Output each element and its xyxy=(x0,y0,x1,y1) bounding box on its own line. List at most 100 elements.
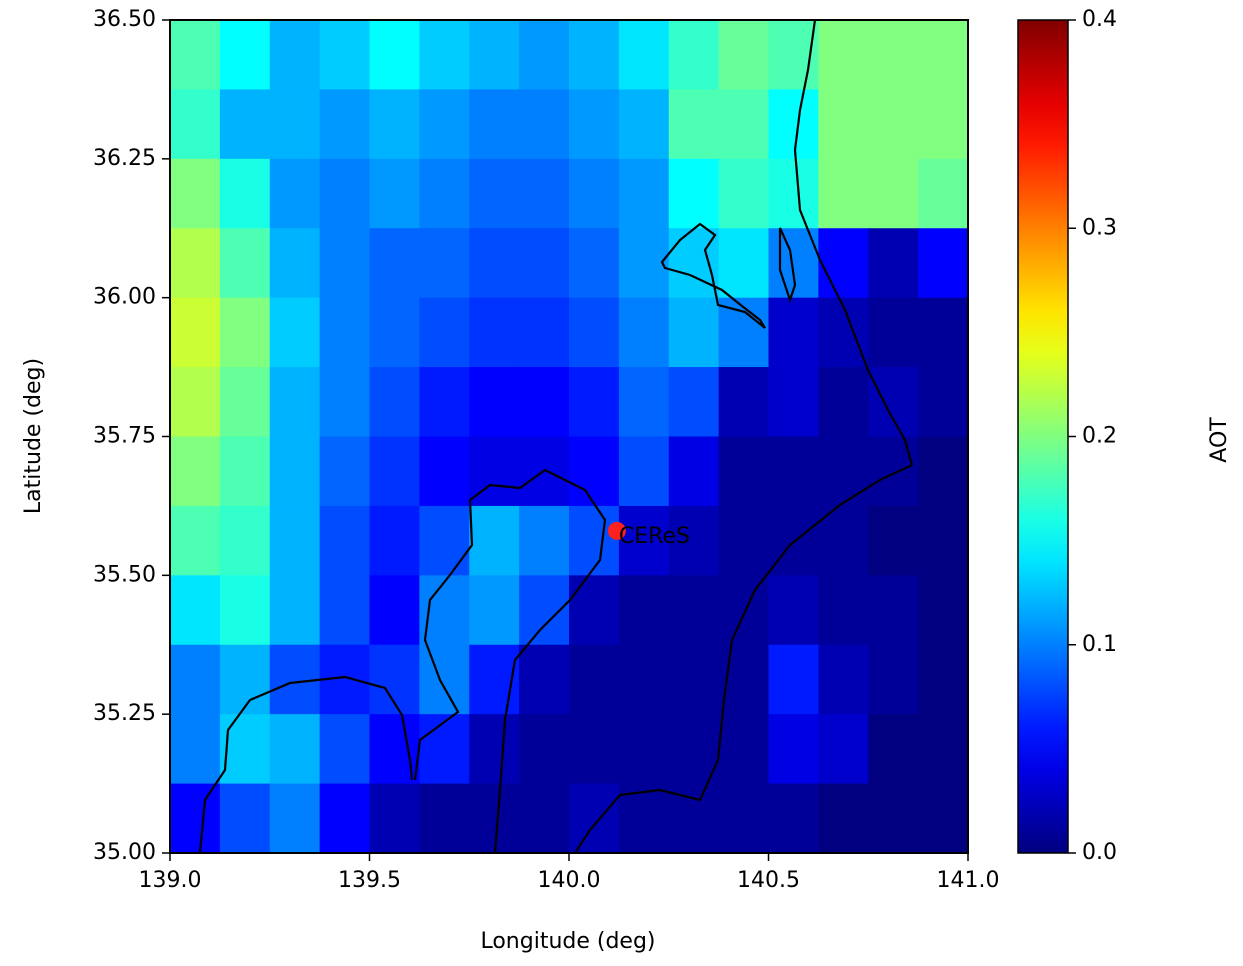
cell xyxy=(219,158,271,229)
cell xyxy=(918,367,969,437)
cell xyxy=(519,367,570,437)
y-tick-label: 35.75 xyxy=(93,424,156,449)
cell xyxy=(319,367,370,437)
x-tick-label: 140.0 xyxy=(538,868,601,893)
cell xyxy=(170,575,221,646)
coastlines xyxy=(198,19,914,854)
cell xyxy=(668,575,720,646)
cell xyxy=(818,158,869,229)
y-axis-label: Latitude (deg) xyxy=(21,358,46,514)
cell xyxy=(868,644,919,715)
cell xyxy=(269,158,321,229)
colorbar-tick-label: 0.1 xyxy=(1082,632,1117,657)
cell xyxy=(918,714,969,785)
cell xyxy=(618,644,670,715)
cell xyxy=(319,575,370,646)
cell xyxy=(569,505,620,576)
cell xyxy=(718,297,769,368)
cell xyxy=(219,436,271,507)
cell xyxy=(569,228,620,299)
cell xyxy=(319,783,370,854)
cell xyxy=(319,89,370,160)
cell xyxy=(718,158,769,229)
cell xyxy=(918,783,969,854)
x-tick-label: 139.5 xyxy=(338,868,401,893)
cell xyxy=(569,575,620,646)
cell xyxy=(918,297,969,368)
cell xyxy=(618,436,670,507)
cell xyxy=(170,714,221,785)
cell xyxy=(519,505,570,576)
cell xyxy=(519,20,570,90)
cell xyxy=(718,20,769,90)
cell xyxy=(269,783,321,854)
cell xyxy=(768,89,819,160)
cell xyxy=(718,505,769,576)
cell xyxy=(419,297,470,368)
cell xyxy=(668,436,720,507)
cell xyxy=(519,89,570,160)
cell xyxy=(219,367,271,437)
cell xyxy=(170,20,221,90)
coastline xyxy=(793,19,914,466)
y-tick-label: 35.00 xyxy=(93,840,156,865)
cell xyxy=(818,783,869,854)
site-label: CEReS xyxy=(619,524,690,549)
y-tick-label: 36.50 xyxy=(93,7,156,32)
cell xyxy=(569,89,620,160)
colorbar-tick-label: 0.4 xyxy=(1082,7,1117,32)
cell xyxy=(369,297,420,368)
site-marker xyxy=(607,521,626,540)
cell xyxy=(419,436,470,507)
cell xyxy=(419,783,470,854)
cell xyxy=(319,228,370,299)
cell xyxy=(519,158,570,229)
cell xyxy=(219,20,271,90)
cell xyxy=(269,436,321,507)
cell xyxy=(618,367,670,437)
cell xyxy=(618,297,670,368)
cell xyxy=(419,575,470,646)
cell xyxy=(818,436,869,507)
cell xyxy=(319,158,370,229)
cell xyxy=(868,367,919,437)
cell xyxy=(818,89,869,160)
cell xyxy=(768,644,819,715)
cell xyxy=(718,89,769,160)
cell xyxy=(768,575,819,646)
cell xyxy=(668,89,720,160)
x-tick-label: 139.0 xyxy=(139,868,202,893)
cell xyxy=(718,228,769,299)
cell xyxy=(569,20,620,90)
cell xyxy=(419,644,470,715)
cell xyxy=(718,436,769,507)
cell xyxy=(369,20,420,90)
y-tick-label: 35.50 xyxy=(93,562,156,587)
cell xyxy=(718,783,769,854)
cell xyxy=(768,436,819,507)
cell xyxy=(818,714,869,785)
cell xyxy=(419,505,470,576)
y-tick-label: 35.25 xyxy=(93,701,156,726)
cell xyxy=(469,89,520,160)
cell xyxy=(519,714,570,785)
cell xyxy=(668,20,720,90)
cell xyxy=(519,297,570,368)
cell xyxy=(818,505,869,576)
cell xyxy=(768,714,819,785)
cell xyxy=(469,20,520,90)
cell xyxy=(868,158,919,229)
cell xyxy=(170,89,221,160)
cell xyxy=(419,158,470,229)
y-tick-label: 36.00 xyxy=(93,285,156,310)
cell xyxy=(569,644,620,715)
cell xyxy=(419,20,470,90)
cell xyxy=(868,228,919,299)
cell xyxy=(618,575,670,646)
cell xyxy=(469,783,520,854)
cell xyxy=(519,228,570,299)
cell xyxy=(319,436,370,507)
cell xyxy=(818,20,869,90)
cell xyxy=(269,714,321,785)
